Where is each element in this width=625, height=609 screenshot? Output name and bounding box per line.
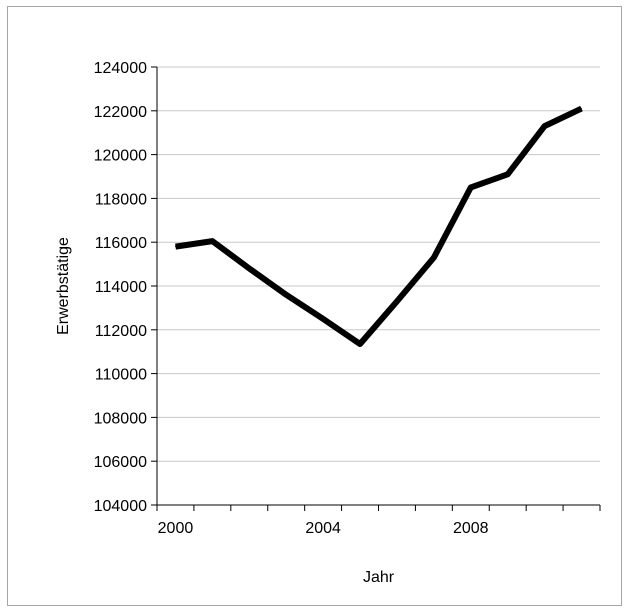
axes (151, 66, 601, 511)
y-tick-label: 124000 (94, 60, 147, 77)
x-tick-label: 2000 (158, 520, 194, 537)
gridlines (157, 66, 600, 462)
data-point (211, 240, 213, 242)
data-point (470, 186, 472, 188)
data-point (359, 343, 361, 345)
series-group (174, 105, 583, 347)
x-tick-label: 2004 (305, 520, 341, 537)
data-point (544, 125, 546, 127)
data-point (433, 257, 435, 259)
y-tick-label: 114000 (95, 279, 147, 296)
y-tick-label: 106000 (94, 454, 147, 471)
data-point (322, 318, 324, 320)
data-point (396, 300, 398, 302)
data-point (507, 173, 509, 175)
y-tick-label: 112000 (95, 323, 147, 340)
y-tick-label: 120000 (94, 148, 147, 165)
y-tick-label: 104000 (94, 498, 147, 515)
y-tick-label: 122000 (94, 104, 147, 121)
y-axis-title: Erwerbstätige (55, 237, 72, 335)
y-tick-label: 110000 (95, 367, 147, 384)
x-tick-labels: 2000 2004 2008 (158, 520, 489, 537)
data-point (285, 294, 287, 296)
x-axis-title: Jahr (363, 569, 395, 586)
chart-frame (7, 6, 622, 606)
data-point (248, 267, 250, 269)
y-tick-label: 118000 (95, 191, 147, 208)
data-point (581, 108, 583, 110)
x-tick-label: 2008 (453, 520, 489, 537)
data-point (174, 246, 176, 248)
y-tick-labels: 104000 106000 108000 110000 112000 114000 1160… (94, 60, 147, 515)
y-tick-label: 108000 (94, 410, 147, 427)
series-line (175, 105, 583, 347)
y-tick-label: 116000 (95, 235, 147, 252)
